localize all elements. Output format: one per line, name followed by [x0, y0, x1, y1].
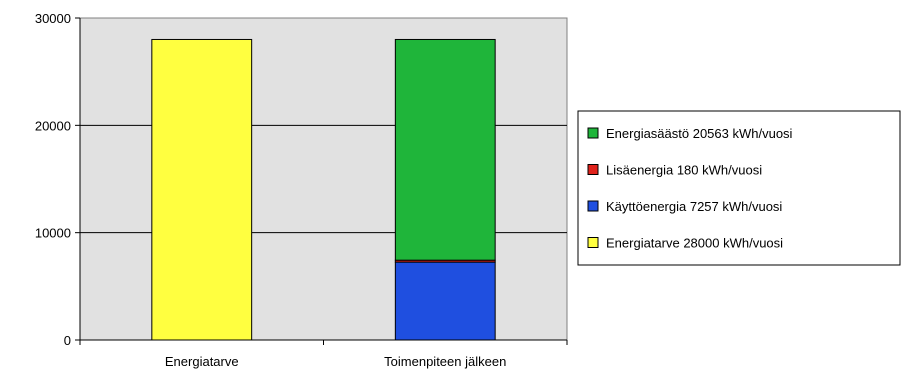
legend-label: Käyttöenergia 7257 kWh/vuosi — [606, 199, 782, 214]
axes: 0 10000 20000 30000 Energiatarve Toimenpiteen… — [35, 11, 568, 369]
legend-label: Energiasäästö 20563 kWh/vuosi — [606, 126, 793, 141]
bar-segment — [394, 38, 496, 261]
y-tick-label: 10000 — [35, 226, 71, 241]
bars — [151, 38, 496, 341]
legend: Energiasäästö 20563 kWh/vuosi Lisäenergia… — [577, 110, 901, 266]
y-tick-label: 20000 — [35, 118, 71, 133]
x-tick-label: Toimenpiteen jälkeen — [384, 354, 506, 369]
x-tick-label: Energiatarve — [165, 354, 239, 369]
legend-box — [577, 110, 901, 266]
legend-swatch — [587, 237, 599, 248]
y-tick-label: 30000 — [35, 11, 71, 26]
bar-segment — [394, 261, 496, 341]
legend-swatch — [587, 164, 599, 175]
legend-swatch — [587, 200, 599, 212]
bar-segment — [151, 38, 253, 341]
legend-label: Energiatarve 28000 kWh/vuosi — [606, 236, 783, 251]
legend-swatch — [587, 127, 599, 139]
legend-label: Lisäenergia 180 kWh/vuosi — [606, 163, 762, 178]
y-tick-label: 0 — [64, 333, 71, 348]
